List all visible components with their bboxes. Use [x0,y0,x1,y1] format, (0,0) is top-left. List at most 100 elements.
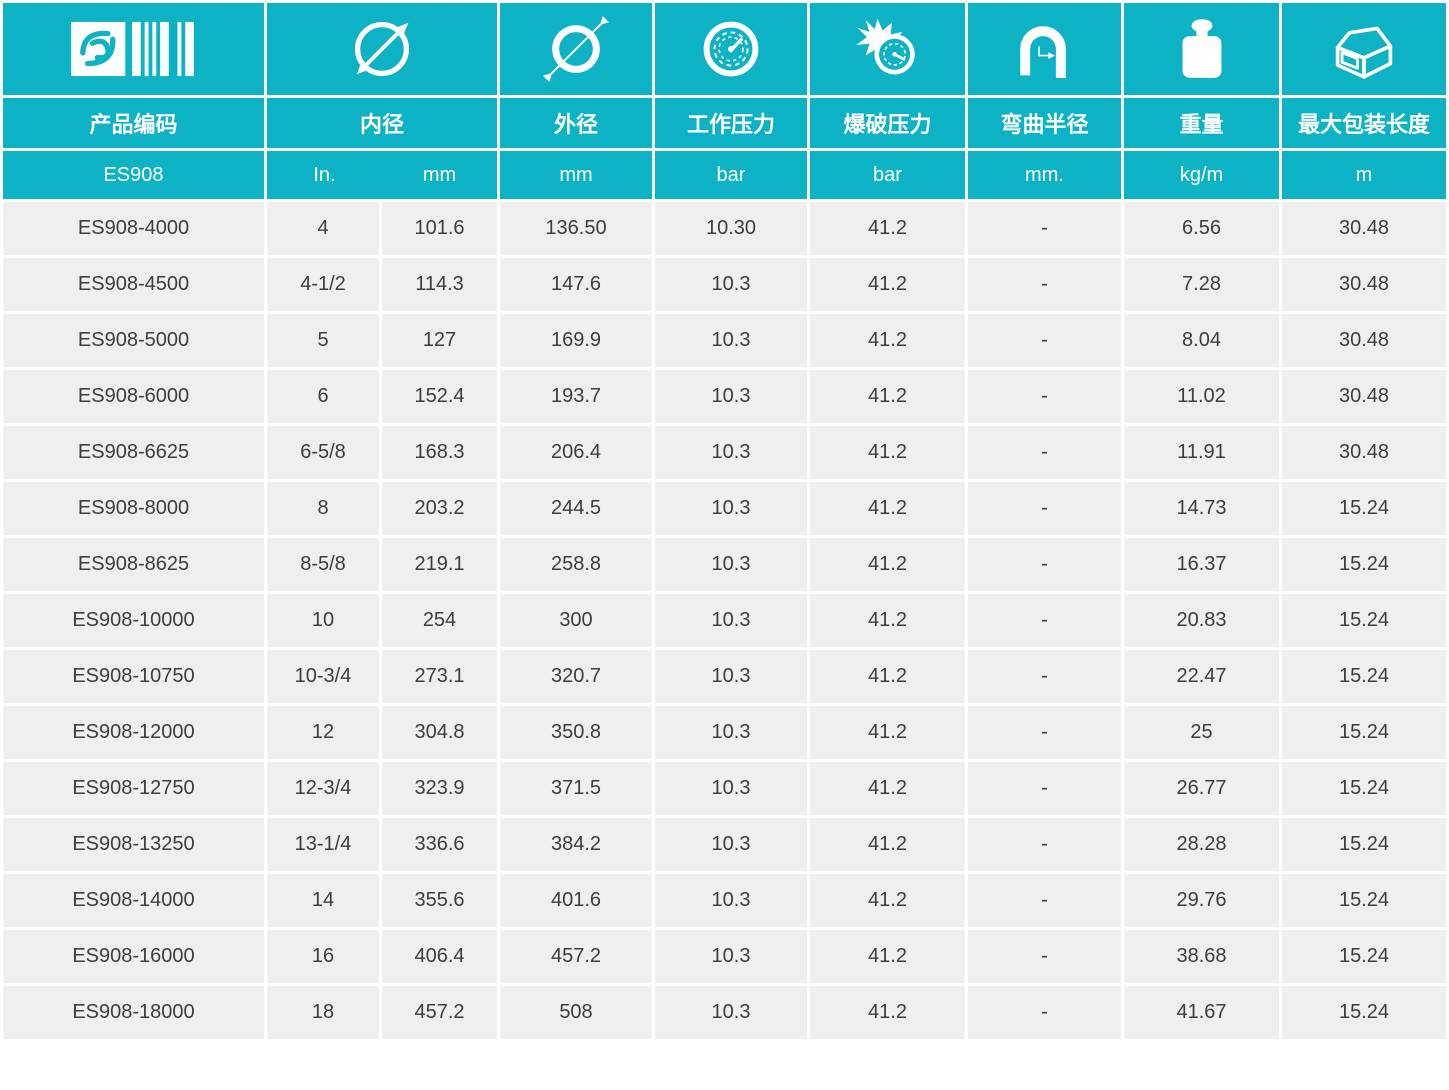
cell-wp_bar: 10.3 [655,594,807,647]
cell-wt_kgm: 8.04 [1124,314,1279,367]
cell-code: ES908-13250 [3,818,264,871]
col-label-inner-diameter: 内径 [267,98,497,148]
hose-spec-table: 产品编码 内径 外径 工作压力 爆破压力 弯曲半径 重量 最大包装长度 ES90… [3,3,1446,1039]
cell-od_mm: 457.2 [500,930,652,983]
cell-code: ES908-18000 [3,986,264,1039]
cell-in_in: 4-1/2 [267,258,379,311]
cell-bp_bar: 41.2 [810,818,965,871]
working-pressure-icon [703,21,759,77]
cell-in_in: 16 [267,930,379,983]
cell-od_mm: 244.5 [500,482,652,535]
cell-wt_kgm: 20.83 [1124,594,1279,647]
cell-len_m: 15.24 [1282,594,1446,647]
cell-len_m: 15.24 [1282,538,1446,591]
cell-wp_bar: 10.3 [655,538,807,591]
cell-br_mm: - [968,706,1121,759]
col-label-package-length: 最大包装长度 [1282,98,1446,148]
cell-code: ES908-12000 [3,706,264,759]
inner-diameter-icon-cell [267,3,497,95]
burst-pressure-icon [855,18,915,75]
barcode-icon-cell [3,3,264,95]
cell-in_in: 14 [267,874,379,927]
cell-wp_bar: 10.3 [655,650,807,703]
col-label-outer-diameter: 外径 [500,98,652,148]
cell-wt_kgm: 29.76 [1124,874,1279,927]
table-row: ES908-12000 12 304.8 350.8 10.3 41.2-25 15.24 [3,706,1446,759]
cell-br_mm: - [968,370,1121,423]
cell-br_mm: - [968,258,1121,311]
table-body: ES908-4000 4 101.6 136.50 10.30 41.2-6.56 30.4… [3,202,1446,1039]
cell-len_m: 15.24 [1282,762,1446,815]
cell-in_in: 13-1/4 [267,818,379,871]
cell-wp_bar: 10.3 [655,314,807,367]
cell-od_mm: 384.2 [500,818,652,871]
cell-wp_bar: 10.3 [655,930,807,983]
cell-in_in: 10-3/4 [267,650,379,703]
cell-br_mm: - [968,202,1121,255]
cell-od_mm: 193.7 [500,370,652,423]
cell-wt_kgm: 26.77 [1124,762,1279,815]
cell-in_in: 4 [267,202,379,255]
cell-in_mm: 101.6 [382,202,497,255]
cell-od_mm: 300 [500,594,652,647]
icon-row [3,3,1446,95]
cell-in_in: 18 [267,986,379,1039]
cell-bp_bar: 41.2 [810,762,965,815]
cell-in_mm: 273.1 [382,650,497,703]
cell-od_mm: 401.6 [500,874,652,927]
cell-in_in: 12-3/4 [267,762,379,815]
cell-bp_bar: 41.2 [810,874,965,927]
cell-bp_bar: 41.2 [810,314,965,367]
cell-bp_bar: 41.2 [810,594,965,647]
cell-wp_bar: 10.3 [655,986,807,1039]
cell-in_in: 12 [267,706,379,759]
cell-len_m: 15.24 [1282,874,1446,927]
cell-wt_kgm: 6.56 [1124,202,1279,255]
cell-len_m: 30.48 [1282,258,1446,311]
weight-icon-cell [1124,3,1279,95]
cell-code: ES908-8625 [3,538,264,591]
cell-code: ES908-16000 [3,930,264,983]
cell-od_mm: 206.4 [500,426,652,479]
table-row: ES908-13250 13-1/4 336.6 384.2 10.3 41.2-28.2… [3,818,1446,871]
cell-in_mm: 336.6 [382,818,497,871]
cell-len_m: 15.24 [1282,986,1446,1039]
cell-wp_bar: 10.30 [655,202,807,255]
unit-outer-diameter: mm [500,151,652,199]
table-row: ES908-4000 4 101.6 136.50 10.30 41.2-6.56 30.4… [3,202,1446,255]
cell-wp_bar: 10.3 [655,818,807,871]
table-row: ES908-10750 10-3/4 273.1 320.7 10.3 41.2-22.4… [3,650,1446,703]
cell-wp_bar: 10.3 [655,482,807,535]
cell-code: ES908-10750 [3,650,264,703]
outer-diameter-icon-cell [500,3,652,95]
cell-in_mm: 323.9 [382,762,497,815]
cell-bp_bar: 41.2 [810,986,965,1039]
inner-diameter-icon [354,21,410,77]
cell-wp_bar: 10.3 [655,370,807,423]
cell-od_mm: 371.5 [500,762,652,815]
cell-in_mm: 219.1 [382,538,497,591]
unit-inner-diameter-mm: mm [422,163,457,186]
table-row: ES908-6625 6-5/8 168.3 206.4 10.3 41.2-11.91 3… [3,426,1446,479]
cell-in_mm: 127 [382,314,497,367]
cell-wt_kgm: 7.28 [1124,258,1279,311]
table-row: ES908-16000 16 406.4 457.2 10.3 41.2-38.68 15.… [3,930,1446,983]
cell-br_mm: - [968,986,1121,1039]
cell-len_m: 15.24 [1282,818,1446,871]
unit-weight: kg/m [1124,151,1279,199]
cell-in_mm: 355.6 [382,874,497,927]
table-row: ES908-14000 14 355.6 401.6 10.3 41.2-29.76 15.… [3,874,1446,927]
cell-br_mm: - [968,482,1121,535]
cell-code: ES908-14000 [3,874,264,927]
cell-wt_kgm: 11.02 [1124,370,1279,423]
cell-bp_bar: 41.2 [810,426,965,479]
outer-diameter-icon [543,16,609,82]
bend-radius-icon [1019,26,1066,79]
cell-in_in: 8 [267,482,379,535]
cell-wt_kgm: 38.68 [1124,930,1279,983]
cell-wt_kgm: 25 [1124,706,1279,759]
table-row: ES908-18000 18 457.2 508 10.3 41.2-41.67 15.24 [3,986,1446,1039]
cell-in_in: 5 [267,314,379,367]
cell-len_m: 15.24 [1282,650,1446,703]
cell-len_m: 30.48 [1282,426,1446,479]
